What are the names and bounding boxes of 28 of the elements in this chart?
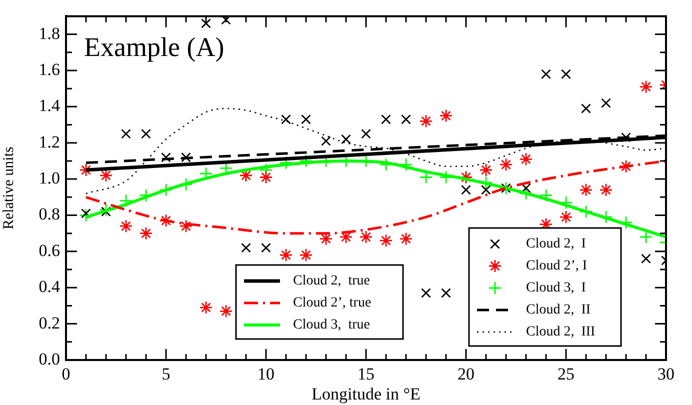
legend-label: Cloud 2, II: [526, 302, 591, 318]
x-tick-label: 0: [62, 364, 70, 384]
x-tick-label: 30: [658, 364, 674, 384]
x-tick-label: 25: [558, 364, 574, 384]
y-tick-label: 0.2: [38, 313, 60, 332]
y-tick-label: 0.6: [38, 240, 60, 260]
y-tick-label: 0.8: [38, 204, 60, 224]
y-tick-label: 0.0: [38, 349, 60, 368]
y-tick-label: 1.8: [38, 24, 60, 43]
y-tick-label: 0.4: [38, 277, 60, 296]
legend-label: Cloud 2’, true: [293, 296, 372, 311]
legend-label: Cloud 2, I: [526, 236, 586, 252]
y-tick-label: 1.2: [38, 132, 60, 152]
y-tick-label: 1.4: [38, 96, 60, 116]
x-tick-label: 15: [358, 364, 374, 384]
x-axis-title: Longitude in °E: [312, 384, 420, 404]
x-tick-label: 5: [162, 364, 170, 384]
legend-label: Cloud 2’, I: [526, 258, 588, 274]
x-tick-label: 10: [258, 364, 274, 384]
y-tick-label: 1.0: [38, 168, 60, 188]
legend-label: Cloud 3, true: [293, 318, 370, 333]
text: Example (A): [84, 32, 224, 62]
y-tick-label: 1.6: [38, 60, 60, 79]
legend-label: Cloud 2, III: [526, 324, 596, 340]
legend-label: Cloud 2, true: [293, 274, 370, 289]
y-axis-title: Relative units: [0, 146, 17, 230]
legend-label: Cloud 3, I: [526, 280, 586, 296]
x-tick-label: 20: [458, 364, 474, 384]
